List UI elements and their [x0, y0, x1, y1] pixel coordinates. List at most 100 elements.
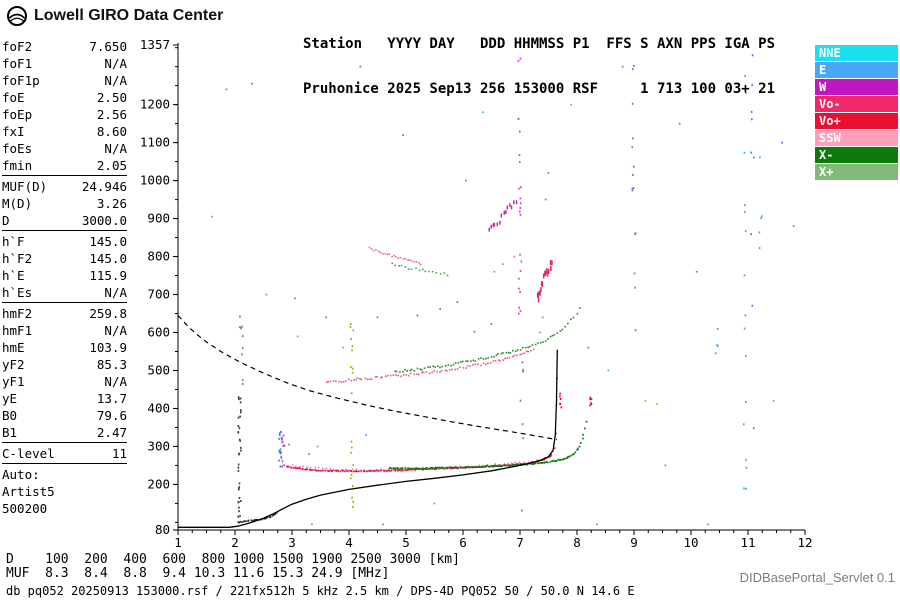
- axes: [173, 43, 806, 535]
- rfi-column-7.0-low: [519, 361, 524, 512]
- parameter-sidebar: foF2 7.650 foF1 N/A foF1p N/A foE 2.50 foEp 2.56 f…: [2, 38, 127, 520]
- parameter-value: 3000.0: [81, 213, 127, 228]
- parameter-label: Auto:: [2, 467, 40, 482]
- svg-text:11: 11: [740, 535, 755, 550]
- station-header: Station YYYY DAY DDD HHMMSS P1 FFS S AXN…: [303, 7, 775, 127]
- echo-color-legend: NNE E W Vo- Vo+ SSW X- X+: [815, 45, 898, 180]
- parameter-row: hmF2 259.8: [2, 305, 127, 322]
- parameter-value: 2.56: [96, 107, 127, 122]
- y-tick-labels: 80 200 300 400 500 600 700 800 900 1000 1100 1200 13…: [140, 37, 170, 537]
- parameter-value: 2.47: [96, 425, 127, 440]
- parameter-row: h`F 145.0: [2, 233, 127, 250]
- parameter-value: 103.9: [89, 340, 127, 355]
- sidebar-group-5: Auto: Artist5 500200: [2, 466, 127, 518]
- legend-item-nne: NNE: [815, 45, 898, 61]
- svg-text:7: 7: [516, 535, 524, 550]
- parameter-row: h`Es N/A: [2, 284, 127, 301]
- svg-text:800: 800: [147, 249, 170, 264]
- oblique-arc-green: [391, 262, 449, 277]
- svg-text:2: 2: [231, 535, 239, 550]
- rfi-column-4.05: [349, 323, 355, 508]
- svg-text:1: 1: [174, 535, 182, 550]
- f-start-spread-magenta: [281, 434, 286, 468]
- parameter-row: B0 79.6: [2, 407, 127, 424]
- parameter-label: M(D): [2, 196, 33, 211]
- true-height-profile: [178, 349, 558, 528]
- parameter-label: Artist5: [2, 484, 55, 499]
- parameter-row: B1 2.47: [2, 424, 127, 441]
- legend-item-w: W: [815, 79, 898, 95]
- parameter-label: hmE: [2, 340, 25, 355]
- parameter-value: 259.8: [89, 306, 127, 321]
- parameter-value: N/A: [104, 73, 127, 88]
- parameter-label: B0: [2, 408, 18, 423]
- parameter-value: 11: [111, 446, 127, 461]
- rfi-column-9.0: [631, 64, 635, 192]
- svg-text:80: 80: [155, 522, 170, 537]
- svg-text:3: 3: [288, 535, 296, 550]
- parameter-value: 115.9: [89, 268, 127, 283]
- parameter-label: hmF1: [2, 323, 33, 338]
- svg-text:300: 300: [147, 438, 170, 453]
- parameter-row: foE 2.50: [2, 89, 127, 106]
- oblique-cluster-magenta: [488, 200, 518, 232]
- lowell-giro-logo: Lowell GIRO Data Center: [6, 5, 223, 27]
- parameter-row: D 3000.0: [2, 212, 127, 229]
- parameter-label: yE: [2, 391, 18, 406]
- parameter-label: foF1: [2, 56, 33, 71]
- parameter-label: h`E: [2, 268, 25, 283]
- parameter-value: 8.60: [96, 124, 127, 139]
- svg-text:6: 6: [459, 535, 467, 550]
- rfi-column-11.0: [743, 75, 748, 490]
- svg-text:1200: 1200: [140, 97, 170, 112]
- parameter-row: h`F2 145.0: [2, 250, 127, 267]
- parameter-label: foE: [2, 90, 25, 105]
- parameter-value: 13.7: [96, 391, 127, 406]
- svg-text:1357: 1357: [140, 37, 170, 52]
- parameter-row: foF1p N/A: [2, 72, 127, 89]
- parameter-label: 500200: [2, 501, 48, 516]
- parameter-label: foF1p: [2, 73, 40, 88]
- x-tick-labels: 1 2 3 4 5 6 7 8 9 10 11 12: [174, 535, 812, 550]
- parameter-label: foEp: [2, 107, 33, 122]
- svg-text:400: 400: [147, 400, 170, 415]
- legend-item-vo: Vo-: [815, 96, 898, 112]
- muf-values-row: MUF 8.3 8.4 8.8 9.4 10.3 11.6 15.3 24.9 …: [6, 566, 390, 581]
- noise-column-2.1: [237, 396, 242, 524]
- parameter-value: N/A: [104, 285, 127, 300]
- parameter-value: 145.0: [89, 251, 127, 266]
- e-trace: [237, 511, 278, 524]
- parameter-value: N/A: [104, 374, 127, 389]
- second-hop-o-cusp: [536, 260, 553, 303]
- svg-text:1100: 1100: [140, 135, 170, 150]
- legend-item-x: X+: [815, 164, 898, 180]
- svg-text:500: 500: [147, 362, 170, 377]
- parameter-value: 24.946: [81, 179, 127, 194]
- sidebar-group-0: foF2 7.650 foF1 N/A foF1p N/A foE 2.50 foEp 2.56 f…: [2, 38, 127, 176]
- parameter-row: yF2 85.3: [2, 356, 127, 373]
- parameter-row: hmF1 N/A: [2, 322, 127, 339]
- legend-item-x: X-: [815, 147, 898, 163]
- oblique-arc-pink: [368, 246, 422, 266]
- parameter-label: foF2: [2, 39, 33, 54]
- parameter-value: N/A: [104, 56, 127, 71]
- parameter-row: h`E 115.9: [2, 267, 127, 284]
- second-hop-o: [326, 348, 535, 383]
- parameter-label: h`F: [2, 234, 25, 249]
- station-header-columns: Station YYYY DAY DDD HHMMSS P1 FFS S AXN…: [303, 36, 776, 52]
- svg-text:12: 12: [797, 535, 812, 550]
- svg-text:8: 8: [573, 535, 581, 550]
- svg-text:600: 600: [147, 325, 170, 340]
- parameter-row: Auto:: [2, 466, 127, 483]
- parameter-row: 500200: [2, 500, 127, 517]
- parameter-value: 7.650: [89, 39, 127, 54]
- parameter-row: Artist5: [2, 483, 127, 500]
- svg-text:4: 4: [345, 535, 353, 550]
- parameter-row: C-level 11: [2, 445, 127, 462]
- parameter-row: foF2 7.650: [2, 38, 127, 55]
- noise-column-2.1-upper: [239, 315, 244, 385]
- cusp-echo-7.7: [559, 392, 563, 409]
- muf-distance-row: D 100 200 400 600 800 1000 1500 1900 250…: [6, 552, 460, 567]
- sidebar-group-1: MUF(D) 24.946 M(D) 3.26 D 3000.0: [2, 178, 127, 231]
